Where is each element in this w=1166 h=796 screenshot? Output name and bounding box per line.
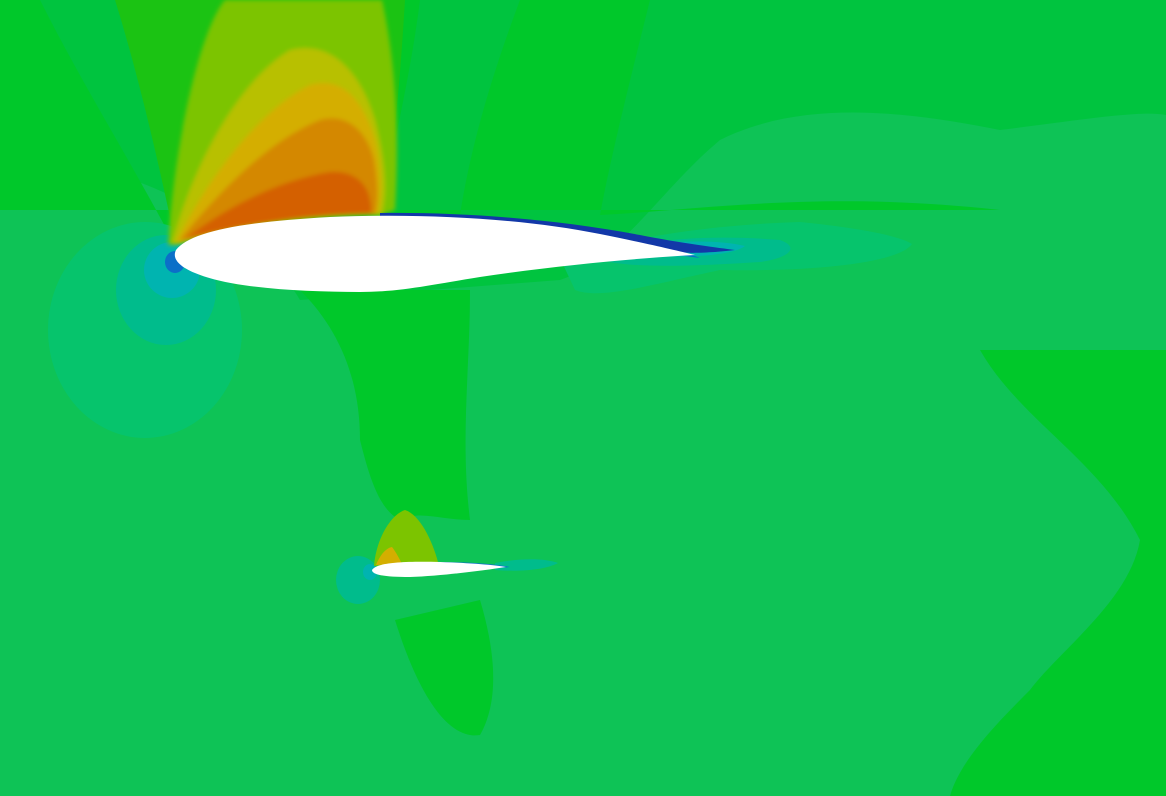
- lower-field-region: [0, 112, 1166, 796]
- tail-stagnation-inner: [363, 564, 377, 580]
- main-airfoil: [174, 215, 696, 292]
- suction-peak-contours: [168, 0, 397, 245]
- tail-airfoil: [372, 561, 506, 577]
- tail-upper-orange: [376, 547, 402, 565]
- upper-trailing-edge-gradient: [380, 212, 735, 253]
- tail-wake: [495, 559, 558, 571]
- wake-lower-green: [300, 290, 470, 520]
- tail-stagnation-outer: [336, 556, 380, 604]
- lower-right-green-region: [950, 350, 1166, 796]
- tail-green-lobe: [395, 600, 494, 736]
- contour-level-5: [186, 171, 372, 238]
